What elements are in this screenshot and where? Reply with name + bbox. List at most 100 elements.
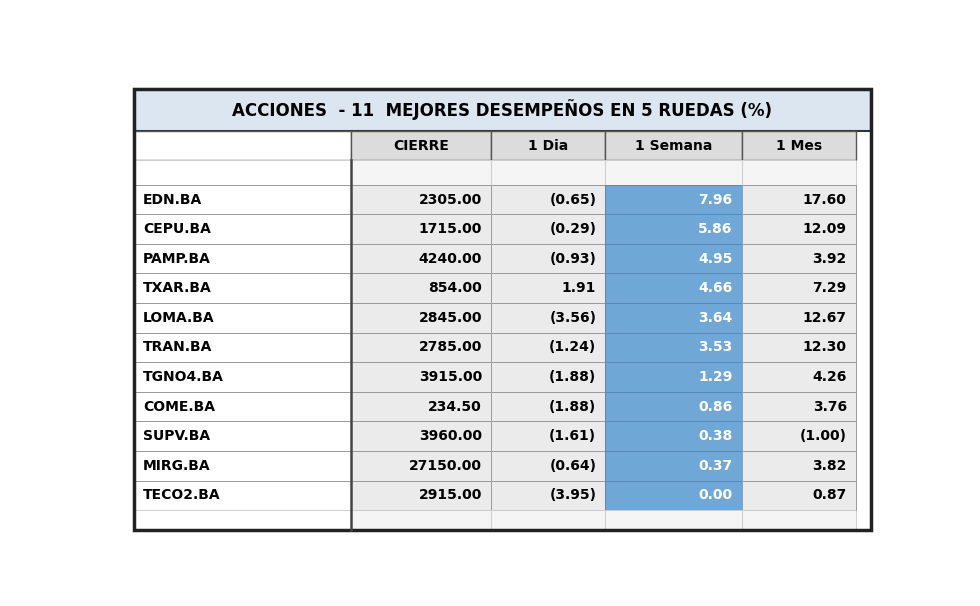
Bar: [491, 273, 606, 303]
Text: 854.00: 854.00: [428, 281, 482, 295]
Bar: [606, 273, 742, 303]
Text: 2785.00: 2785.00: [418, 341, 482, 355]
Text: (1.61): (1.61): [549, 429, 596, 443]
Bar: [134, 131, 351, 161]
Bar: [606, 161, 742, 185]
Bar: [606, 333, 742, 362]
Bar: [351, 333, 491, 362]
Bar: [351, 161, 491, 185]
Bar: [491, 362, 606, 392]
Bar: [606, 481, 742, 510]
Bar: [134, 161, 351, 185]
Text: 1.91: 1.91: [562, 281, 596, 295]
Text: 4.26: 4.26: [812, 370, 847, 384]
Bar: [606, 244, 742, 273]
Bar: [606, 185, 742, 215]
Bar: [742, 510, 856, 530]
Bar: [351, 451, 491, 481]
Bar: [351, 303, 491, 333]
Bar: [491, 421, 606, 451]
Text: (3.95): (3.95): [549, 488, 596, 502]
Text: EDN.BA: EDN.BA: [143, 193, 202, 207]
Bar: [351, 421, 491, 451]
Bar: [134, 392, 351, 421]
Bar: [606, 131, 742, 161]
Text: (1.00): (1.00): [800, 429, 847, 443]
Bar: [351, 481, 491, 510]
Bar: [351, 421, 491, 451]
Bar: [134, 481, 351, 510]
Bar: [742, 185, 856, 215]
Bar: [491, 333, 606, 362]
Bar: [351, 215, 491, 244]
Text: 1 Mes: 1 Mes: [776, 139, 822, 153]
Text: 7.29: 7.29: [812, 281, 847, 295]
Bar: [351, 131, 491, 161]
Text: (0.29): (0.29): [549, 222, 596, 236]
Text: 1.29: 1.29: [698, 370, 733, 384]
Bar: [134, 510, 351, 530]
Bar: [351, 392, 491, 421]
Bar: [351, 333, 491, 362]
Bar: [742, 333, 856, 362]
Bar: [134, 303, 351, 333]
Bar: [606, 392, 742, 421]
Bar: [742, 421, 856, 451]
Text: (1.88): (1.88): [549, 370, 596, 384]
Bar: [742, 131, 856, 161]
Bar: [351, 392, 491, 421]
Bar: [134, 244, 351, 273]
Bar: [606, 510, 742, 530]
Bar: [742, 481, 856, 510]
Text: 12.09: 12.09: [803, 222, 847, 236]
Bar: [491, 244, 606, 273]
Bar: [351, 273, 491, 303]
Bar: [134, 89, 870, 131]
Text: 3915.00: 3915.00: [418, 370, 482, 384]
Bar: [606, 451, 742, 481]
Text: TXAR.BA: TXAR.BA: [143, 281, 212, 295]
Bar: [491, 392, 606, 421]
Bar: [491, 510, 606, 530]
Bar: [742, 451, 856, 481]
Text: PAMP.BA: PAMP.BA: [143, 251, 211, 265]
Bar: [491, 161, 606, 185]
Bar: [134, 362, 351, 392]
Bar: [351, 510, 491, 530]
Bar: [606, 421, 742, 451]
Text: MIRG.BA: MIRG.BA: [143, 459, 211, 473]
Bar: [351, 161, 491, 185]
Bar: [606, 303, 742, 333]
Text: 3960.00: 3960.00: [419, 429, 482, 443]
Bar: [491, 131, 606, 161]
Bar: [606, 421, 742, 451]
Text: 12.67: 12.67: [803, 311, 847, 325]
Bar: [351, 273, 491, 303]
Bar: [491, 215, 606, 244]
Bar: [134, 451, 351, 481]
Text: 3.64: 3.64: [699, 311, 733, 325]
Bar: [134, 333, 351, 362]
Bar: [742, 392, 856, 421]
Bar: [134, 303, 351, 333]
Text: 0.86: 0.86: [699, 399, 733, 414]
Bar: [606, 510, 742, 530]
Bar: [134, 273, 351, 303]
Bar: [134, 510, 351, 530]
Bar: [491, 392, 606, 421]
Bar: [491, 481, 606, 510]
Bar: [351, 131, 491, 161]
Bar: [606, 273, 742, 303]
Text: 3.76: 3.76: [812, 399, 847, 414]
Bar: [606, 131, 742, 161]
Bar: [491, 421, 606, 451]
Bar: [742, 161, 856, 185]
Bar: [606, 244, 742, 273]
Bar: [742, 161, 856, 185]
Text: ACCIONES  - 11  MEJORES DESEMPEÑOS EN 5 RUEDAS (%): ACCIONES - 11 MEJORES DESEMPEÑOS EN 5 RU…: [232, 99, 772, 121]
Bar: [134, 362, 351, 392]
Bar: [491, 185, 606, 215]
Text: (0.65): (0.65): [549, 193, 596, 207]
Bar: [134, 333, 351, 362]
Text: 0.87: 0.87: [812, 488, 847, 502]
